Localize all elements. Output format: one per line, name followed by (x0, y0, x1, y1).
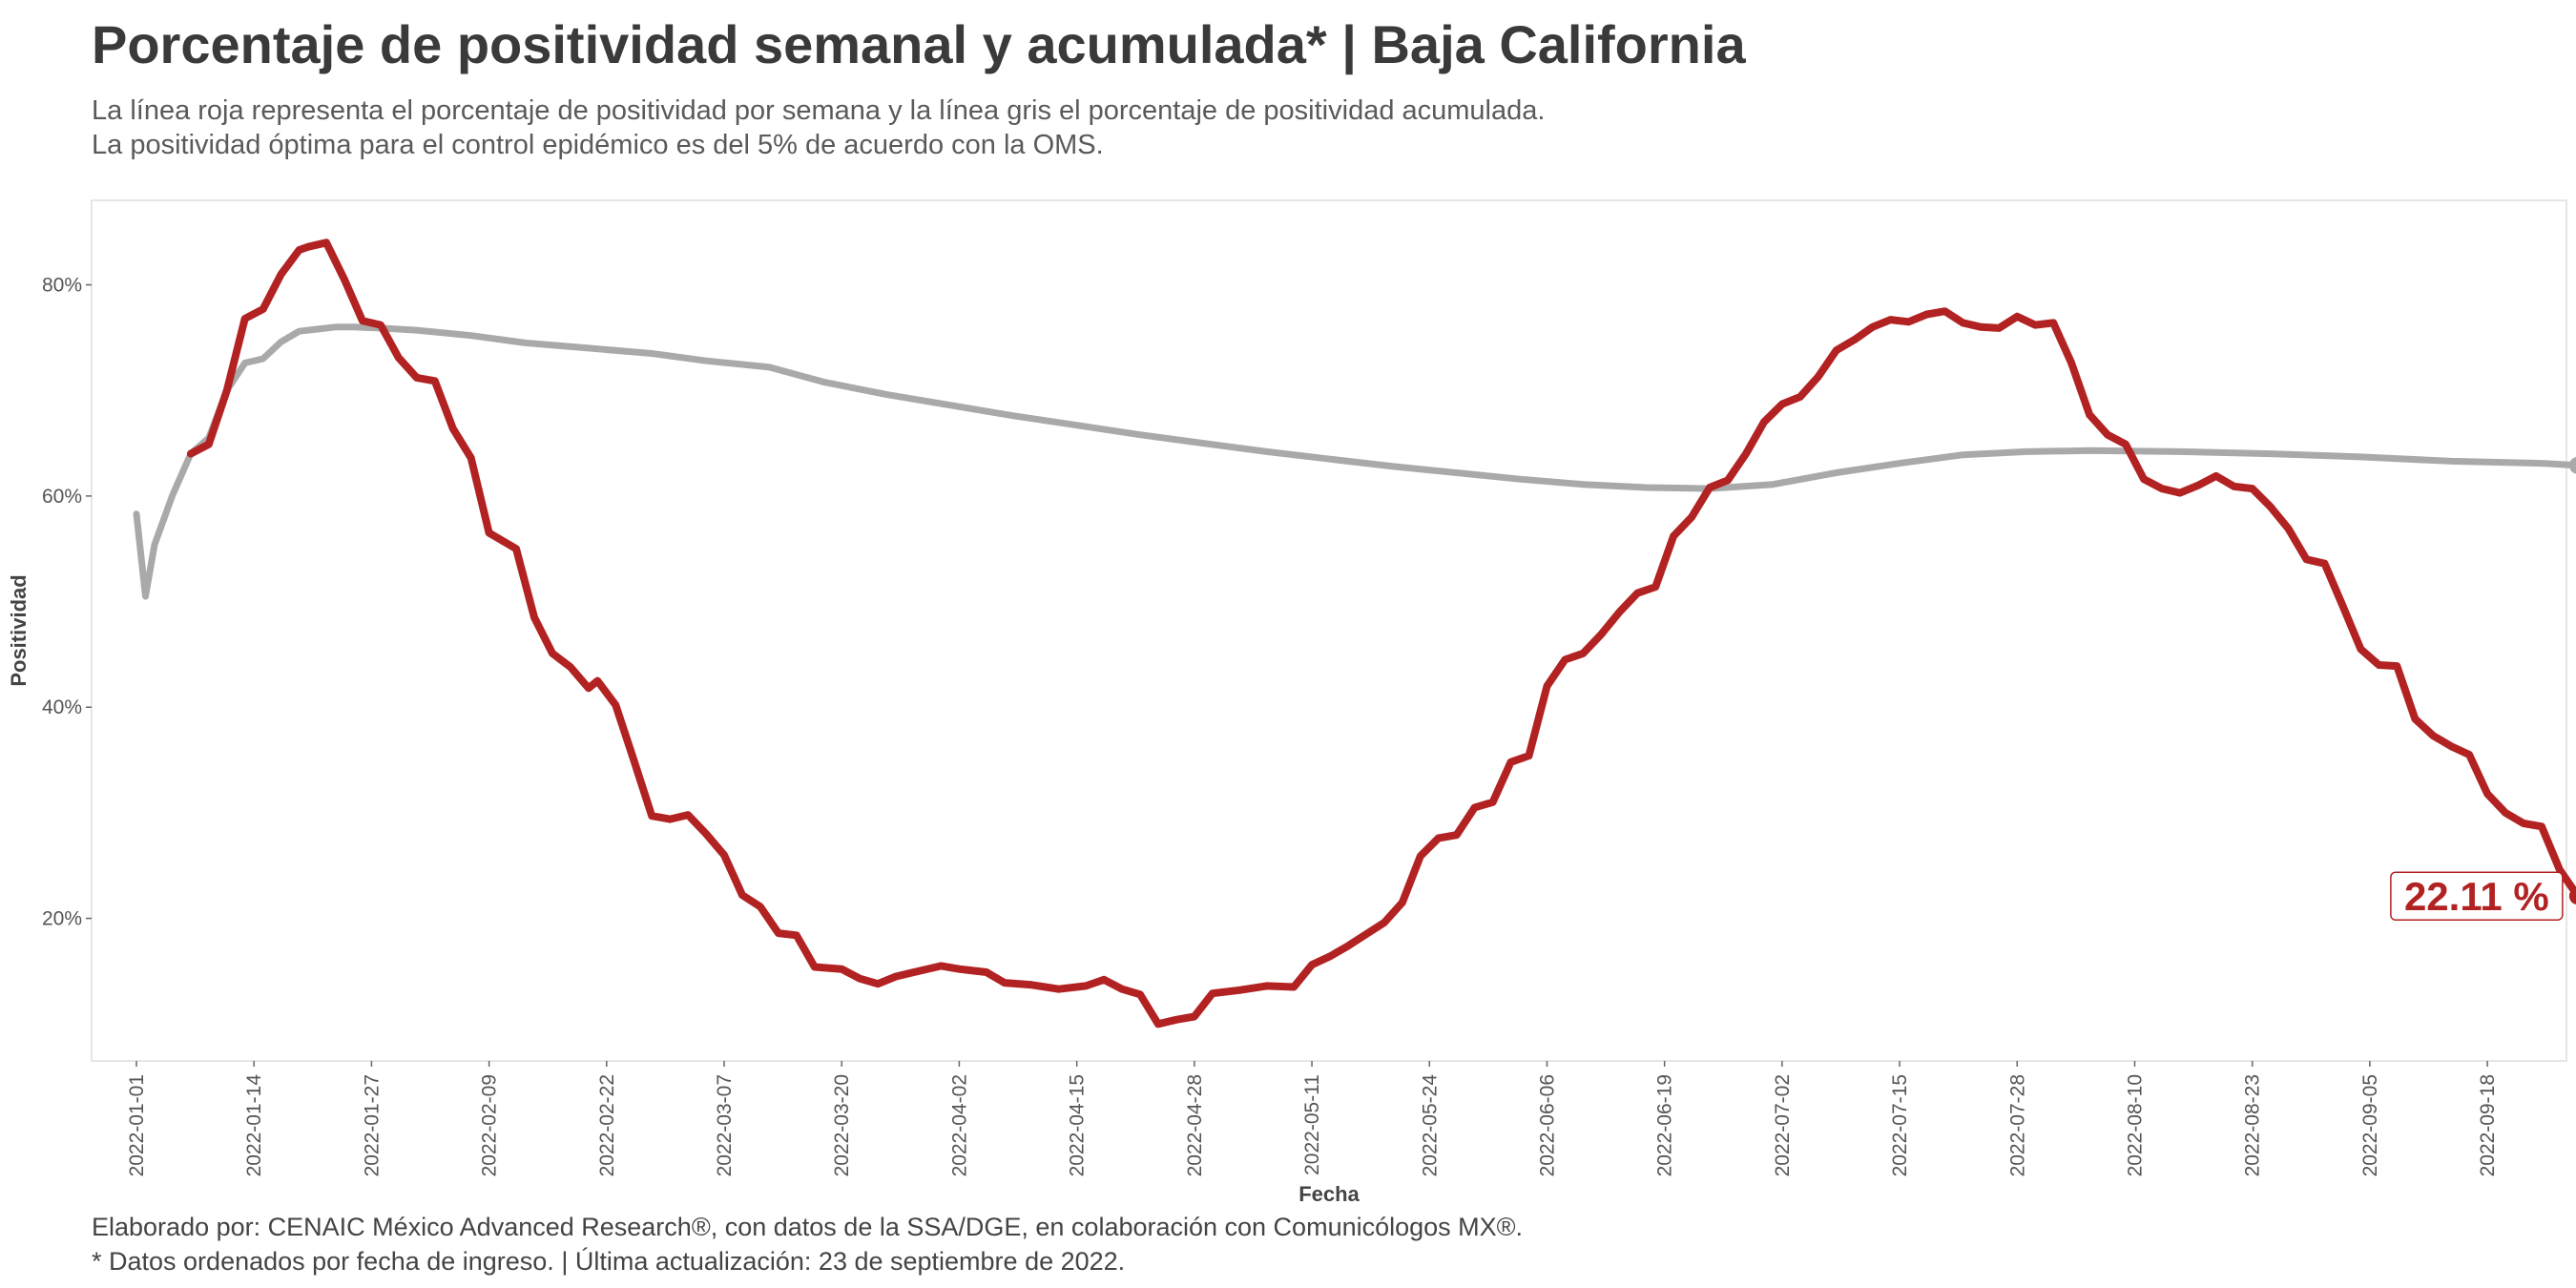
x-tick-label: 2022-08-10 (2124, 1074, 2146, 1176)
y-tick-label: 40% (42, 696, 82, 718)
weekly-positivity-line (186, 239, 2576, 1028)
x-tick-label: 2022-03-07 (714, 1074, 736, 1176)
x-tick-label: 2022-02-22 (596, 1074, 618, 1176)
y-axis-title: Positividad (7, 574, 31, 686)
cumulative-positivity-line (133, 323, 2576, 600)
x-tick-label: 2022-04-15 (1067, 1074, 1089, 1176)
chart-title: Porcentaje de positividad semanal y acum… (92, 14, 1746, 74)
subtitle-line-2: La positividad óptima para el control ep… (92, 130, 1104, 160)
x-tick-label: 2022-04-28 (1184, 1074, 1206, 1176)
cumulative-end-point (2568, 456, 2576, 474)
x-axis-title: Fecha (1298, 1182, 1360, 1202)
x-tick-label: 2022-02-09 (479, 1074, 501, 1176)
x-tick-label: 2022-09-18 (2477, 1074, 2499, 1176)
x-tick-label: 2022-03-20 (831, 1074, 853, 1176)
x-tick-label: 2022-09-05 (2359, 1074, 2381, 1176)
positivity-line-chart: 20%40%60%80% 2022-01-01 2022-01-14 2022-01… (7, 199, 2576, 1202)
x-axis: 2022-01-01 2022-01-14 2022-01-27 2022-02-09… (126, 1061, 2499, 1176)
x-tick-label: 2022-05-11 (1301, 1074, 1323, 1175)
series-layer (133, 239, 2576, 1028)
x-tick-label: 2022-01-14 (243, 1074, 265, 1177)
end-label-box (2390, 871, 2564, 921)
end-markers: 22.11 % (2390, 456, 2576, 921)
y-tick-label: 60% (42, 486, 82, 508)
caption-line-1: Elaborado por: CENAIC México Advanced Re… (92, 1213, 1524, 1241)
x-tick-label: 2022-06-19 (1654, 1074, 1676, 1176)
x-tick-label: 2022-04-02 (948, 1074, 970, 1176)
x-tick-label: 2022-01-27 (361, 1074, 383, 1176)
x-tick-label: 2022-08-23 (2242, 1074, 2264, 1176)
x-tick-label: 2022-07-28 (2006, 1074, 2028, 1176)
y-axis: 20% 40% 60% 80% (42, 275, 92, 930)
plot-panel (91, 199, 2567, 1062)
x-tick-label: 2022-05-24 (1419, 1074, 1441, 1177)
x-tick-label: 2022-01-01 (126, 1074, 148, 1176)
x-tick-label: 2022-07-15 (1889, 1074, 1911, 1176)
caption-line-2: * Datos ordenados por fecha de ingreso. … (92, 1247, 1126, 1276)
y-tick-label: 80% (42, 275, 82, 297)
x-tick-label: 2022-06-06 (1536, 1074, 1558, 1176)
x-tick-label: 2022-07-02 (1772, 1074, 1794, 1176)
y-tick-label: 20% (42, 908, 82, 930)
weekly-end-point (2568, 887, 2576, 905)
subtitle-line-1: La línea roja representa el porcentaje d… (92, 95, 1546, 126)
chart-subtitle: La línea roja representa el porcentaje d… (92, 93, 1545, 162)
chart-caption: Elaborado por: CENAIC México Advanced Re… (92, 1210, 1523, 1278)
end-value-label: 22.11 % (2404, 874, 2549, 919)
